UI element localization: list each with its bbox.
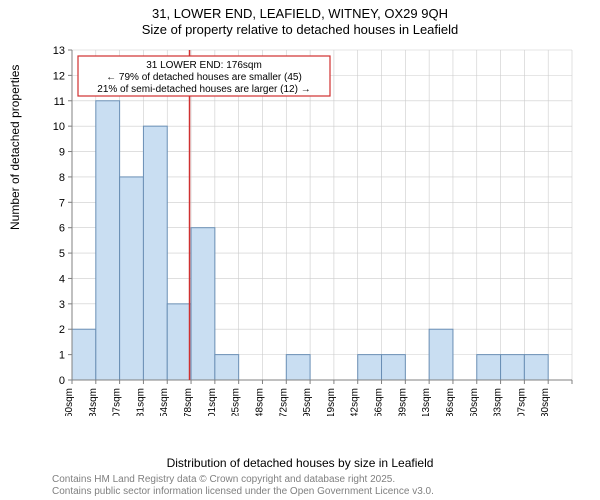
svg-text:389sqm: 389sqm [397, 388, 408, 416]
svg-text:0: 0 [59, 375, 65, 387]
svg-text:2: 2 [59, 324, 65, 336]
svg-text:12: 12 [53, 70, 65, 82]
svg-text:107sqm: 107sqm [112, 388, 123, 416]
svg-text:530sqm: 530sqm [540, 388, 551, 416]
svg-text:460sqm: 460sqm [469, 388, 480, 416]
chart-title-block: 31, LOWER END, LEAFIELD, WITNEY, OX29 9Q… [0, 0, 600, 39]
svg-text:272sqm: 272sqm [278, 388, 289, 416]
svg-text:436sqm: 436sqm [445, 388, 456, 416]
chart-area: 01234567891011121360sqm84sqm107sqm131sqm… [52, 46, 577, 416]
x-axis-label: Distribution of detached houses by size … [0, 456, 600, 470]
svg-text:9: 9 [59, 147, 65, 159]
svg-text:1: 1 [59, 350, 65, 362]
svg-text:5: 5 [59, 248, 65, 260]
svg-text:131sqm: 131sqm [135, 388, 146, 416]
svg-text:178sqm: 178sqm [183, 388, 194, 416]
svg-text:← 79% of detached houses are s: ← 79% of detached houses are smaller (45… [106, 72, 302, 83]
credits-block: Contains HM Land Registry data © Crown c… [52, 474, 434, 498]
svg-text:10: 10 [53, 121, 65, 133]
svg-text:8: 8 [59, 172, 65, 184]
svg-text:60sqm: 60sqm [64, 388, 75, 416]
svg-text:13: 13 [53, 46, 65, 57]
svg-text:201sqm: 201sqm [207, 388, 218, 416]
svg-text:21% of semi-detached houses ar: 21% of semi-detached houses are larger (… [97, 84, 310, 95]
title-line-2: Size of property relative to detached ho… [0, 22, 600, 38]
svg-text:295sqm: 295sqm [302, 388, 313, 416]
svg-text:413sqm: 413sqm [421, 388, 432, 416]
credit-line-1: Contains HM Land Registry data © Crown c… [52, 474, 434, 486]
svg-text:6: 6 [59, 223, 65, 235]
svg-text:31 LOWER END: 176sqm: 31 LOWER END: 176sqm [146, 60, 262, 71]
svg-text:4: 4 [59, 273, 65, 285]
title-line-1: 31, LOWER END, LEAFIELD, WITNEY, OX29 9Q… [0, 6, 600, 22]
svg-text:342sqm: 342sqm [350, 388, 361, 416]
svg-text:319sqm: 319sqm [326, 388, 337, 416]
svg-text:248sqm: 248sqm [254, 388, 265, 416]
svg-text:84sqm: 84sqm [88, 388, 99, 416]
svg-text:7: 7 [59, 197, 65, 209]
svg-text:3: 3 [59, 299, 65, 311]
svg-text:366sqm: 366sqm [374, 388, 385, 416]
svg-text:225sqm: 225sqm [231, 388, 242, 416]
y-axis-label: Number of detached properties [8, 65, 22, 230]
svg-text:11: 11 [54, 96, 65, 108]
svg-text:507sqm: 507sqm [516, 388, 527, 416]
svg-text:483sqm: 483sqm [493, 388, 504, 416]
credit-line-2: Contains public sector information licen… [52, 486, 434, 498]
svg-text:154sqm: 154sqm [159, 388, 170, 416]
histogram-svg: 01234567891011121360sqm84sqm107sqm131sqm… [52, 46, 577, 416]
